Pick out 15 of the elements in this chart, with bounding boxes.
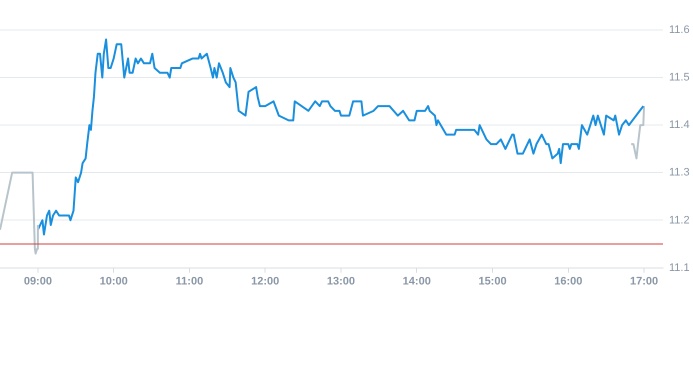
- x-tick-label: 09:00: [24, 275, 52, 288]
- x-tick-label: 10:00: [100, 275, 128, 288]
- y-tick-label: 11.5: [669, 72, 690, 84]
- y-tick-label: 11.4: [669, 119, 690, 132]
- y-tick-label: 11.1: [669, 262, 690, 274]
- x-tick-label: 15:00: [478, 275, 507, 288]
- y-tick-label: 11.6: [669, 24, 690, 36]
- x-tick-label: 12:00: [251, 275, 280, 288]
- x-tick-label: 13:00: [326, 275, 356, 288]
- y-tick-label: 11.3: [669, 166, 690, 179]
- x-tick-label: 14:00: [402, 275, 431, 288]
- y-tick-label: 11.2: [669, 214, 690, 226]
- x-tick-label: 17:00: [630, 275, 658, 288]
- x-tick-label: 16:00: [554, 275, 582, 288]
- x-tick-label: 11:00: [176, 275, 204, 288]
